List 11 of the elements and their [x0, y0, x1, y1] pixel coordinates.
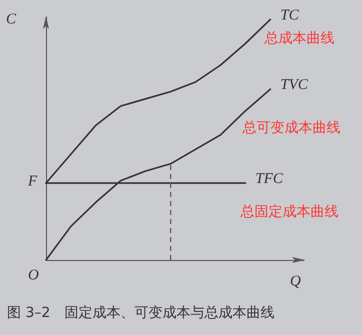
- x-axis-title: Q: [290, 274, 301, 290]
- series-label: TFC: [255, 171, 284, 188]
- series-label: TC: [280, 7, 300, 24]
- text: 图 3–2 固定成本、可变成本与总成本曲线: [7, 305, 274, 321]
- y-axis-title: C: [6, 12, 17, 28]
- text: F: [27, 174, 38, 190]
- annotation: 总成本曲线: [263, 30, 334, 46]
- annotation: 总固定成本曲线: [239, 204, 338, 220]
- series-label: TVC: [280, 77, 309, 94]
- text: O: [28, 268, 39, 284]
- annotation: 总可变成本曲线: [241, 120, 340, 136]
